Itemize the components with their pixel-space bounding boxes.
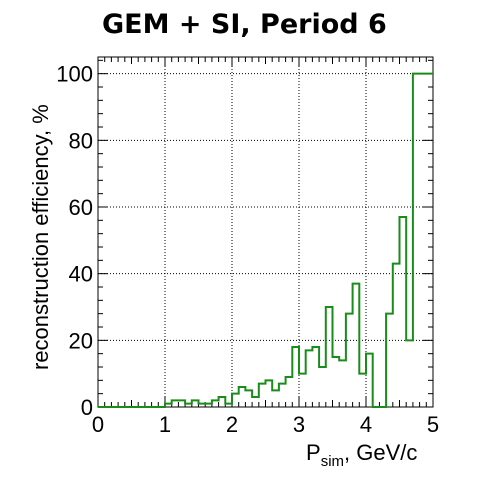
histogram-series <box>98 72 433 408</box>
y-tick-label: 0 <box>81 395 93 420</box>
x-tick-label: 3 <box>293 412 305 437</box>
y-axis-label: reconstruction efficiency, % <box>28 104 53 370</box>
x-axis-label: Psim, GeV/c <box>306 440 417 470</box>
x-axis-label-sub: sim <box>321 453 344 470</box>
axes: 0 1 2 3 4 5 0 20 40 60 80 100 <box>56 57 439 437</box>
x-tick-label: 4 <box>360 412 372 437</box>
y-tick-label: 40 <box>69 262 93 287</box>
y-tick-label: 100 <box>56 62 93 87</box>
y-tick-label: 60 <box>69 195 93 220</box>
chart-title: GEM + SI, Period 6 <box>102 9 387 40</box>
x-tick-label: 2 <box>226 412 238 437</box>
plot-frame <box>97 56 434 408</box>
x-axis-label-unit: , GeV/c <box>344 440 417 465</box>
x-tick-label: 0 <box>92 412 104 437</box>
x-tick-label: 1 <box>159 412 171 437</box>
x-tick-label: 5 <box>427 412 439 437</box>
grid <box>98 57 433 407</box>
y-tick-label: 20 <box>69 328 93 353</box>
y-tick-label: 80 <box>69 128 93 153</box>
x-axis-label-main: P <box>306 440 321 465</box>
